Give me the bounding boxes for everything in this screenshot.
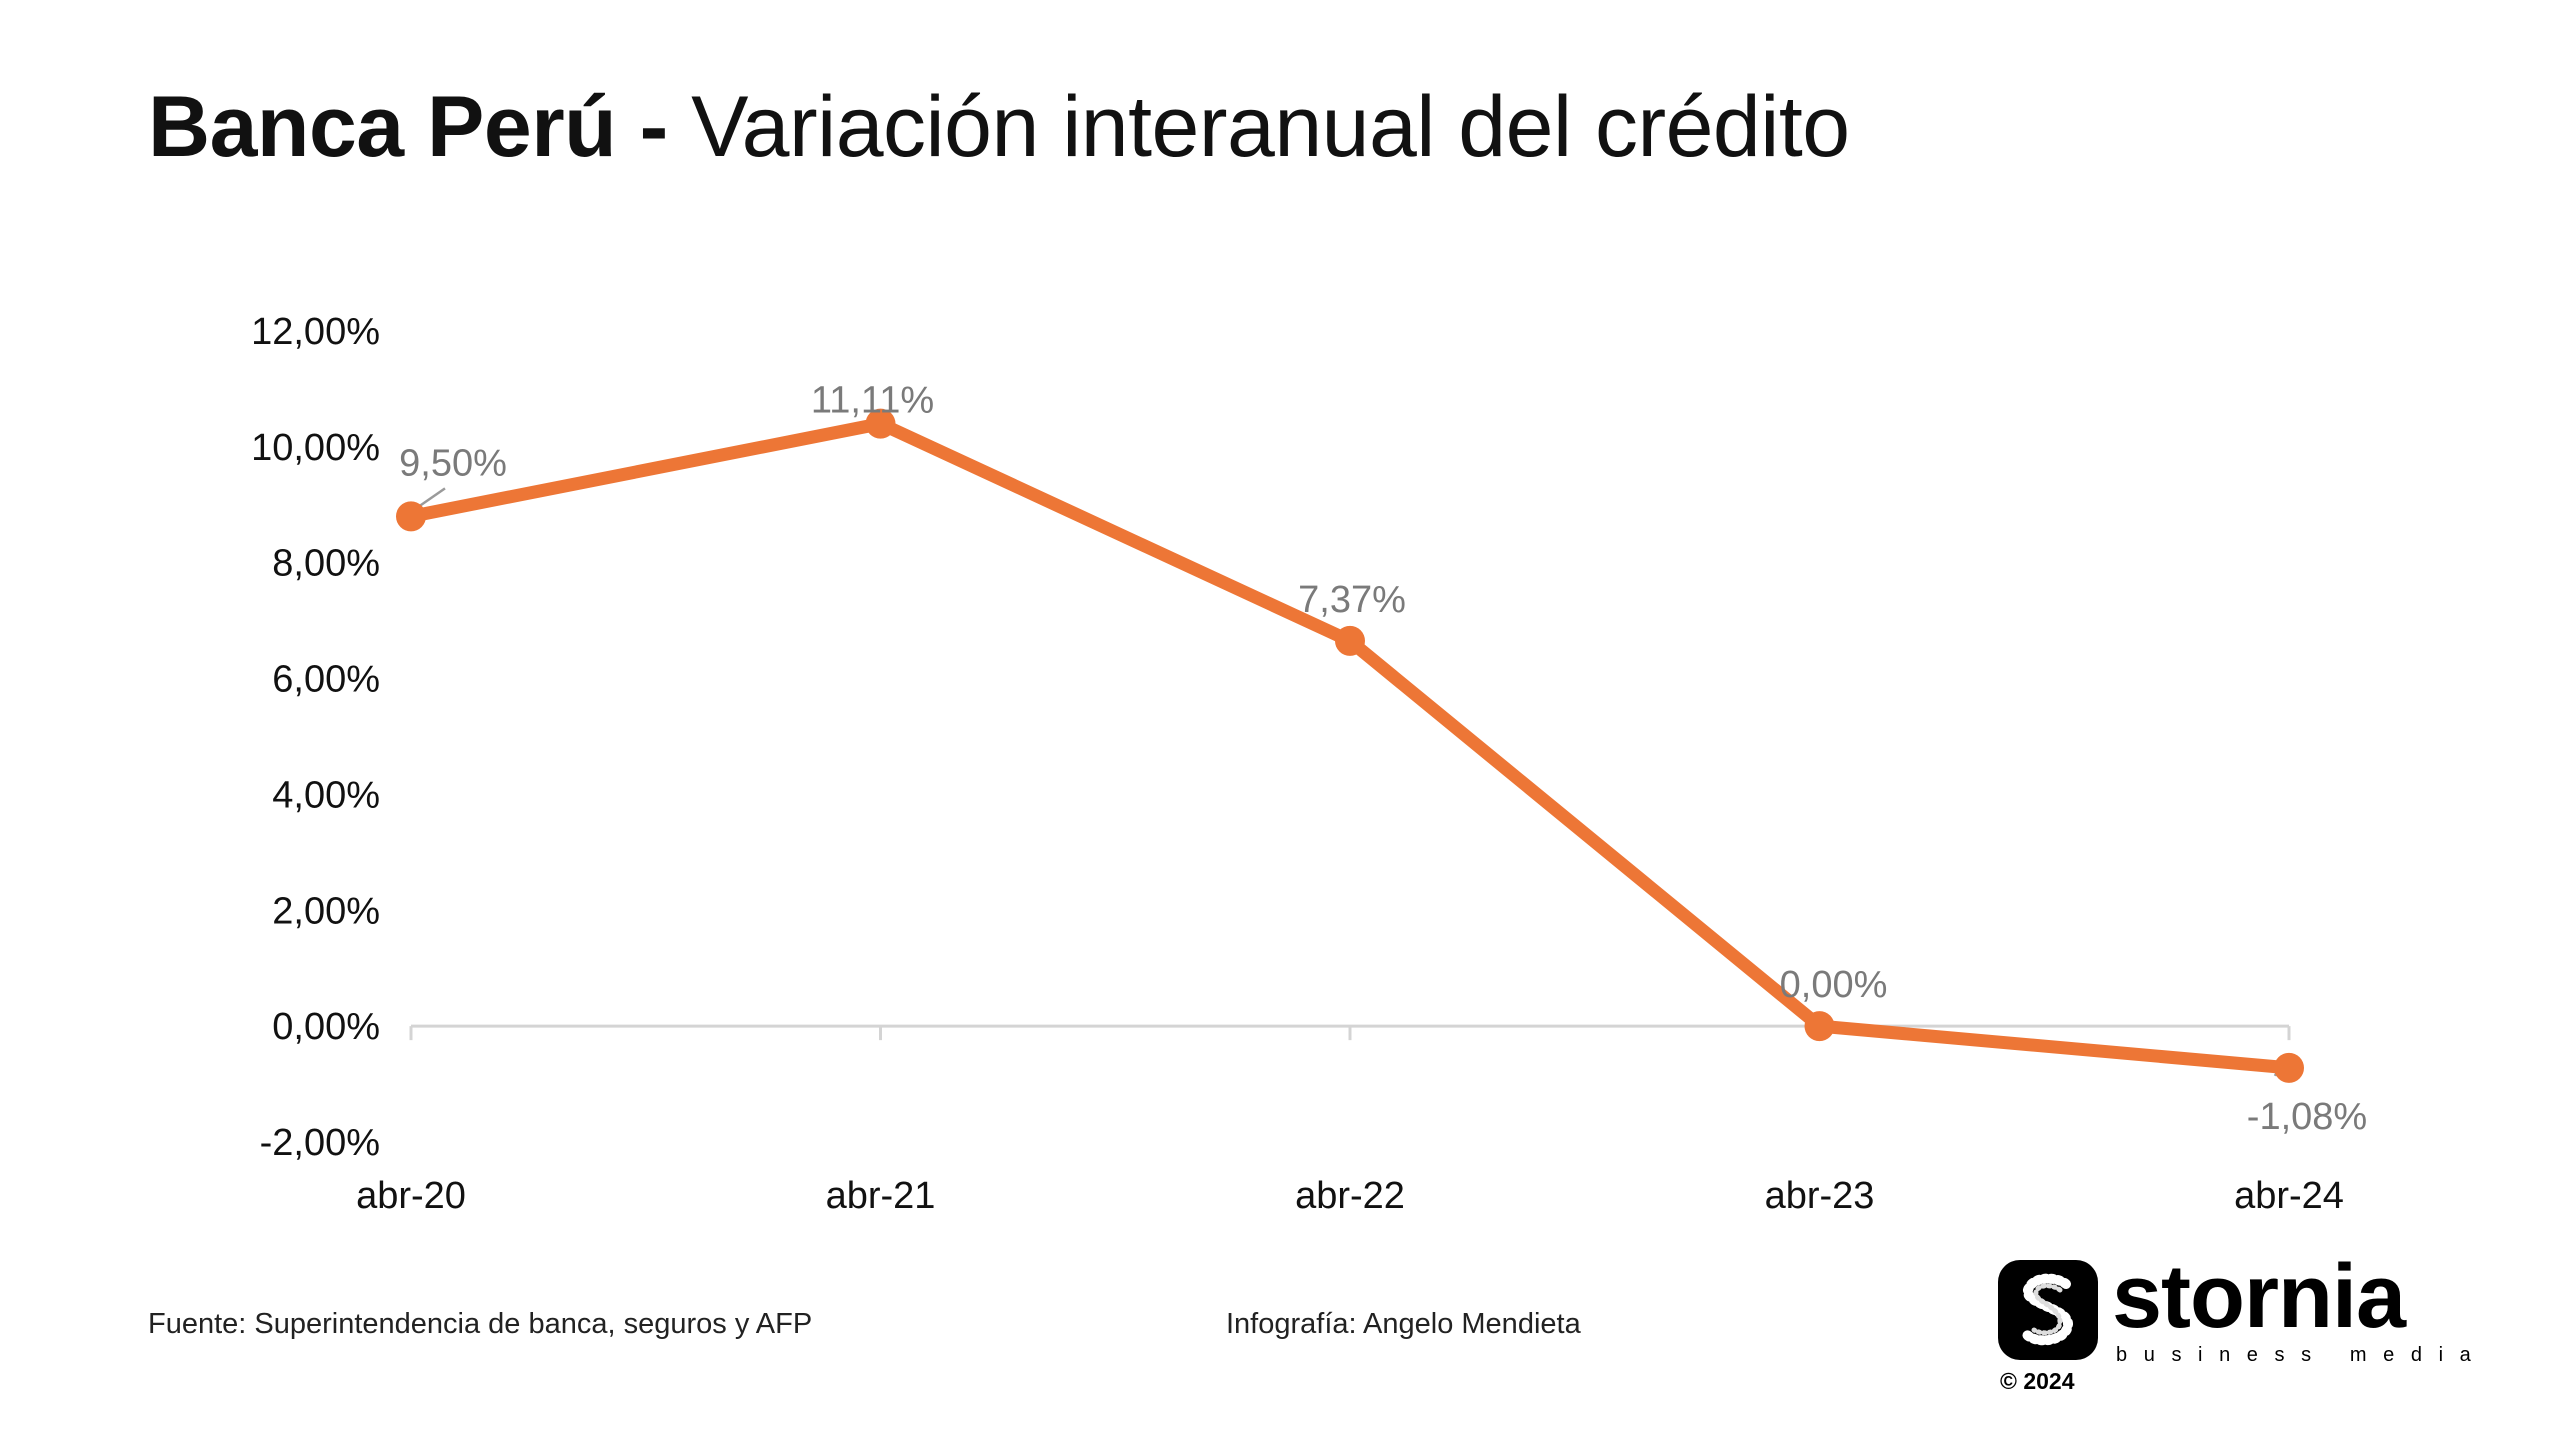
y-tick-label: 0,00%	[272, 1006, 380, 1048]
data-label: 7,37%	[1298, 579, 1406, 621]
infographic-credit: Infografía: Angelo Mendieta	[1226, 1308, 1581, 1340]
data-point	[396, 501, 426, 532]
x-tick-label: abr-24	[2234, 1175, 2344, 1217]
logo-name: stornia	[2112, 1247, 2406, 1347]
y-tick-label: 8,00%	[272, 543, 380, 585]
data-label: 9,50%	[399, 442, 507, 484]
y-tick-label: -2,00%	[260, 1122, 380, 1164]
x-tick-label: abr-22	[1295, 1175, 1405, 1217]
data-point	[2274, 1052, 2304, 1083]
source-note: Fuente: Superintendencia de banca, segur…	[148, 1308, 813, 1340]
data-point	[1804, 1011, 1835, 1042]
leader-lines	[418, 487, 2285, 1077]
stornia-logo: stornia business media © 2024	[1998, 1247, 2471, 1400]
data-label: 11,11%	[811, 380, 934, 422]
series-line	[404, 417, 2296, 1075]
chart-title-bold: Banca Perú -	[148, 79, 668, 175]
y-tick-label: 12,00%	[251, 311, 380, 353]
x-axis-tick-labels: abr-20 abr-21 abr-22 abr-23 abr-24	[356, 1175, 2344, 1217]
label-leader-line	[418, 487, 446, 508]
stornia-s-icon	[1998, 1260, 2098, 1360]
data-label: 0,00%	[1780, 964, 1888, 1006]
logo-copyright: © 2024	[2000, 1368, 2075, 1394]
x-tick-label: abr-20	[356, 1175, 466, 1217]
series-line-group	[404, 417, 2296, 1075]
logo-tagline: business media	[2116, 1344, 2488, 1366]
y-tick-label: 4,00%	[272, 774, 380, 816]
series-points	[396, 408, 2304, 1083]
x-tick-label: abr-21	[826, 1175, 936, 1217]
y-tick-label: 2,00%	[272, 890, 380, 932]
chart-title-regular: Variación interanual del crédito	[691, 79, 1850, 175]
x-tick-label: abr-23	[1765, 1175, 1875, 1217]
data-labels: 9,50% 11,11% 7,37% 0,00% -1,08%	[399, 380, 2367, 1138]
data-label: -1,08%	[2247, 1096, 2367, 1138]
y-tick-label: 6,00%	[272, 659, 380, 701]
data-point	[1335, 625, 1365, 656]
y-axis-tick-labels: 12,00% 10,00% 8,00% 6,00% 4,00% 2,00% 0,00% -2,…	[251, 311, 380, 1164]
data-point	[865, 408, 896, 439]
y-tick-label: 10,00%	[251, 427, 380, 469]
chart-title: Banca Perú - Variación interanual del cr…	[148, 78, 1850, 177]
